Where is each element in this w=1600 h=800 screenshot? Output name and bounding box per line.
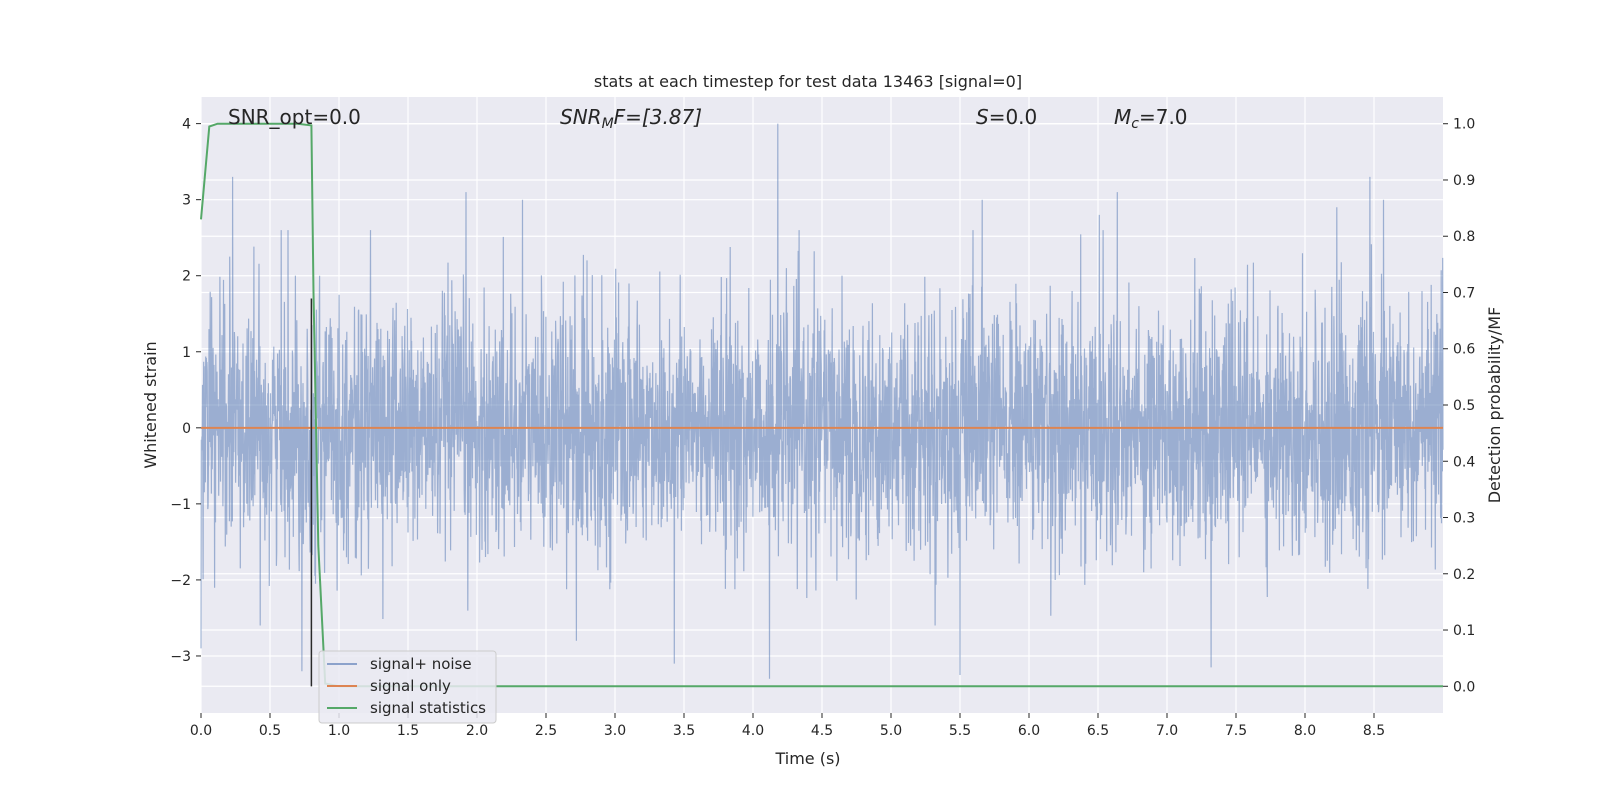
y2-tick-label: 0.9 (1453, 173, 1475, 189)
x-axis-ticks: 0.0 0.5 1.0 1.5 2.0 2.5 3.0 3.5 4.0 4.5 5.0 5.5 6.0 6… (190, 713, 1385, 739)
legend-label-signal-plus-noise: signal+ noise (370, 655, 472, 673)
y2-tick-label: 0.2 (1453, 567, 1475, 583)
y2-tick-label: 0.5 (1453, 398, 1475, 414)
annotation-mc-sub: c (1131, 116, 1139, 132)
y2-tick-label: 1.0 (1453, 117, 1475, 133)
annotation-snr-mf-sub: M (602, 116, 614, 132)
y2-tick-label: 0.7 (1453, 285, 1475, 301)
x-tick-label: 3.0 (604, 723, 626, 739)
y-tick-label: −1 (170, 497, 191, 513)
annotation-snr-mf-rest: F=[3.87] (614, 105, 702, 129)
x-axis-label: Time (s) (774, 749, 840, 768)
y-tick-label: 4 (182, 117, 191, 133)
x-tick-label: 4.5 (811, 723, 833, 739)
x-tick-label: 3.5 (673, 723, 695, 739)
annotation-mc-var: M (1114, 105, 1131, 129)
x-tick-label: 0.0 (190, 723, 212, 739)
legend-box (318, 650, 497, 724)
x-tick-label: 7.5 (1225, 723, 1247, 739)
y2-tick-label: 0.4 (1453, 454, 1475, 470)
y-axis-ticks: 4 3 2 1 0 −1 −2 −3 (170, 117, 201, 665)
x-tick-label: 2.5 (535, 723, 557, 739)
annotation-s-rest: =0.0 (989, 105, 1038, 129)
y2-axis-ticks: 1.0 0.9 0.8 0.7 0.6 0.5 0.4 0.3 0.2 0.1 0.0 (1443, 117, 1475, 695)
x-tick-label: 1.0 (328, 723, 350, 739)
y2-tick-label: 0.0 (1453, 679, 1475, 695)
x-tick-label: 5.0 (880, 723, 902, 739)
x-tick-label: 0.5 (259, 723, 281, 739)
y2-tick-label: 0.1 (1453, 623, 1475, 639)
y2-axis-label: Detection probability/MF (1485, 307, 1504, 504)
legend-label-signal-only: signal only (370, 677, 451, 695)
y-tick-label: 1 (182, 345, 191, 361)
series-signal-plus-noise (200, 123, 1444, 679)
legend-label-signal-statistics: signal statistics (370, 699, 486, 717)
legend: signal+ noise signal only signal statist… (318, 650, 497, 724)
x-tick-label: 6.0 (1018, 723, 1040, 739)
y2-tick-label: 0.8 (1453, 229, 1475, 245)
annotation-snr-mf-base: SNR (560, 105, 602, 129)
chart-title: stats at each timestep for test data 134… (594, 72, 1022, 91)
x-tick-label: 1.5 (397, 723, 419, 739)
y-tick-label: 0 (182, 421, 191, 437)
x-tick-label: 5.5 (949, 723, 971, 739)
annotation-mc: Mc=7.0 (1114, 105, 1188, 132)
annotation-s-var: S (976, 105, 989, 129)
y-tick-label: −3 (170, 649, 191, 665)
y-tick-label: 2 (182, 269, 191, 285)
y-tick-label: 3 (182, 193, 191, 209)
x-tick-label: 2.0 (466, 723, 488, 739)
y2-tick-label: 0.6 (1453, 342, 1475, 358)
x-tick-label: 8.0 (1294, 723, 1316, 739)
y-axis-label: Whitened strain (141, 341, 160, 468)
annotation-snr-mf: SNRMF=[3.87] (560, 105, 702, 132)
x-tick-label: 8.5 (1363, 723, 1385, 739)
x-tick-label: 6.5 (1087, 723, 1109, 739)
y2-tick-label: 0.3 (1453, 511, 1475, 527)
x-tick-label: 7.0 (1156, 723, 1178, 739)
annotation-mc-rest: =7.0 (1139, 105, 1188, 129)
annotation-snr-opt: SNR_opt=0.0 (228, 105, 361, 129)
y-tick-label: −2 (170, 573, 191, 589)
annotation-s: S=0.0 (976, 105, 1037, 129)
x-tick-label: 4.0 (742, 723, 764, 739)
